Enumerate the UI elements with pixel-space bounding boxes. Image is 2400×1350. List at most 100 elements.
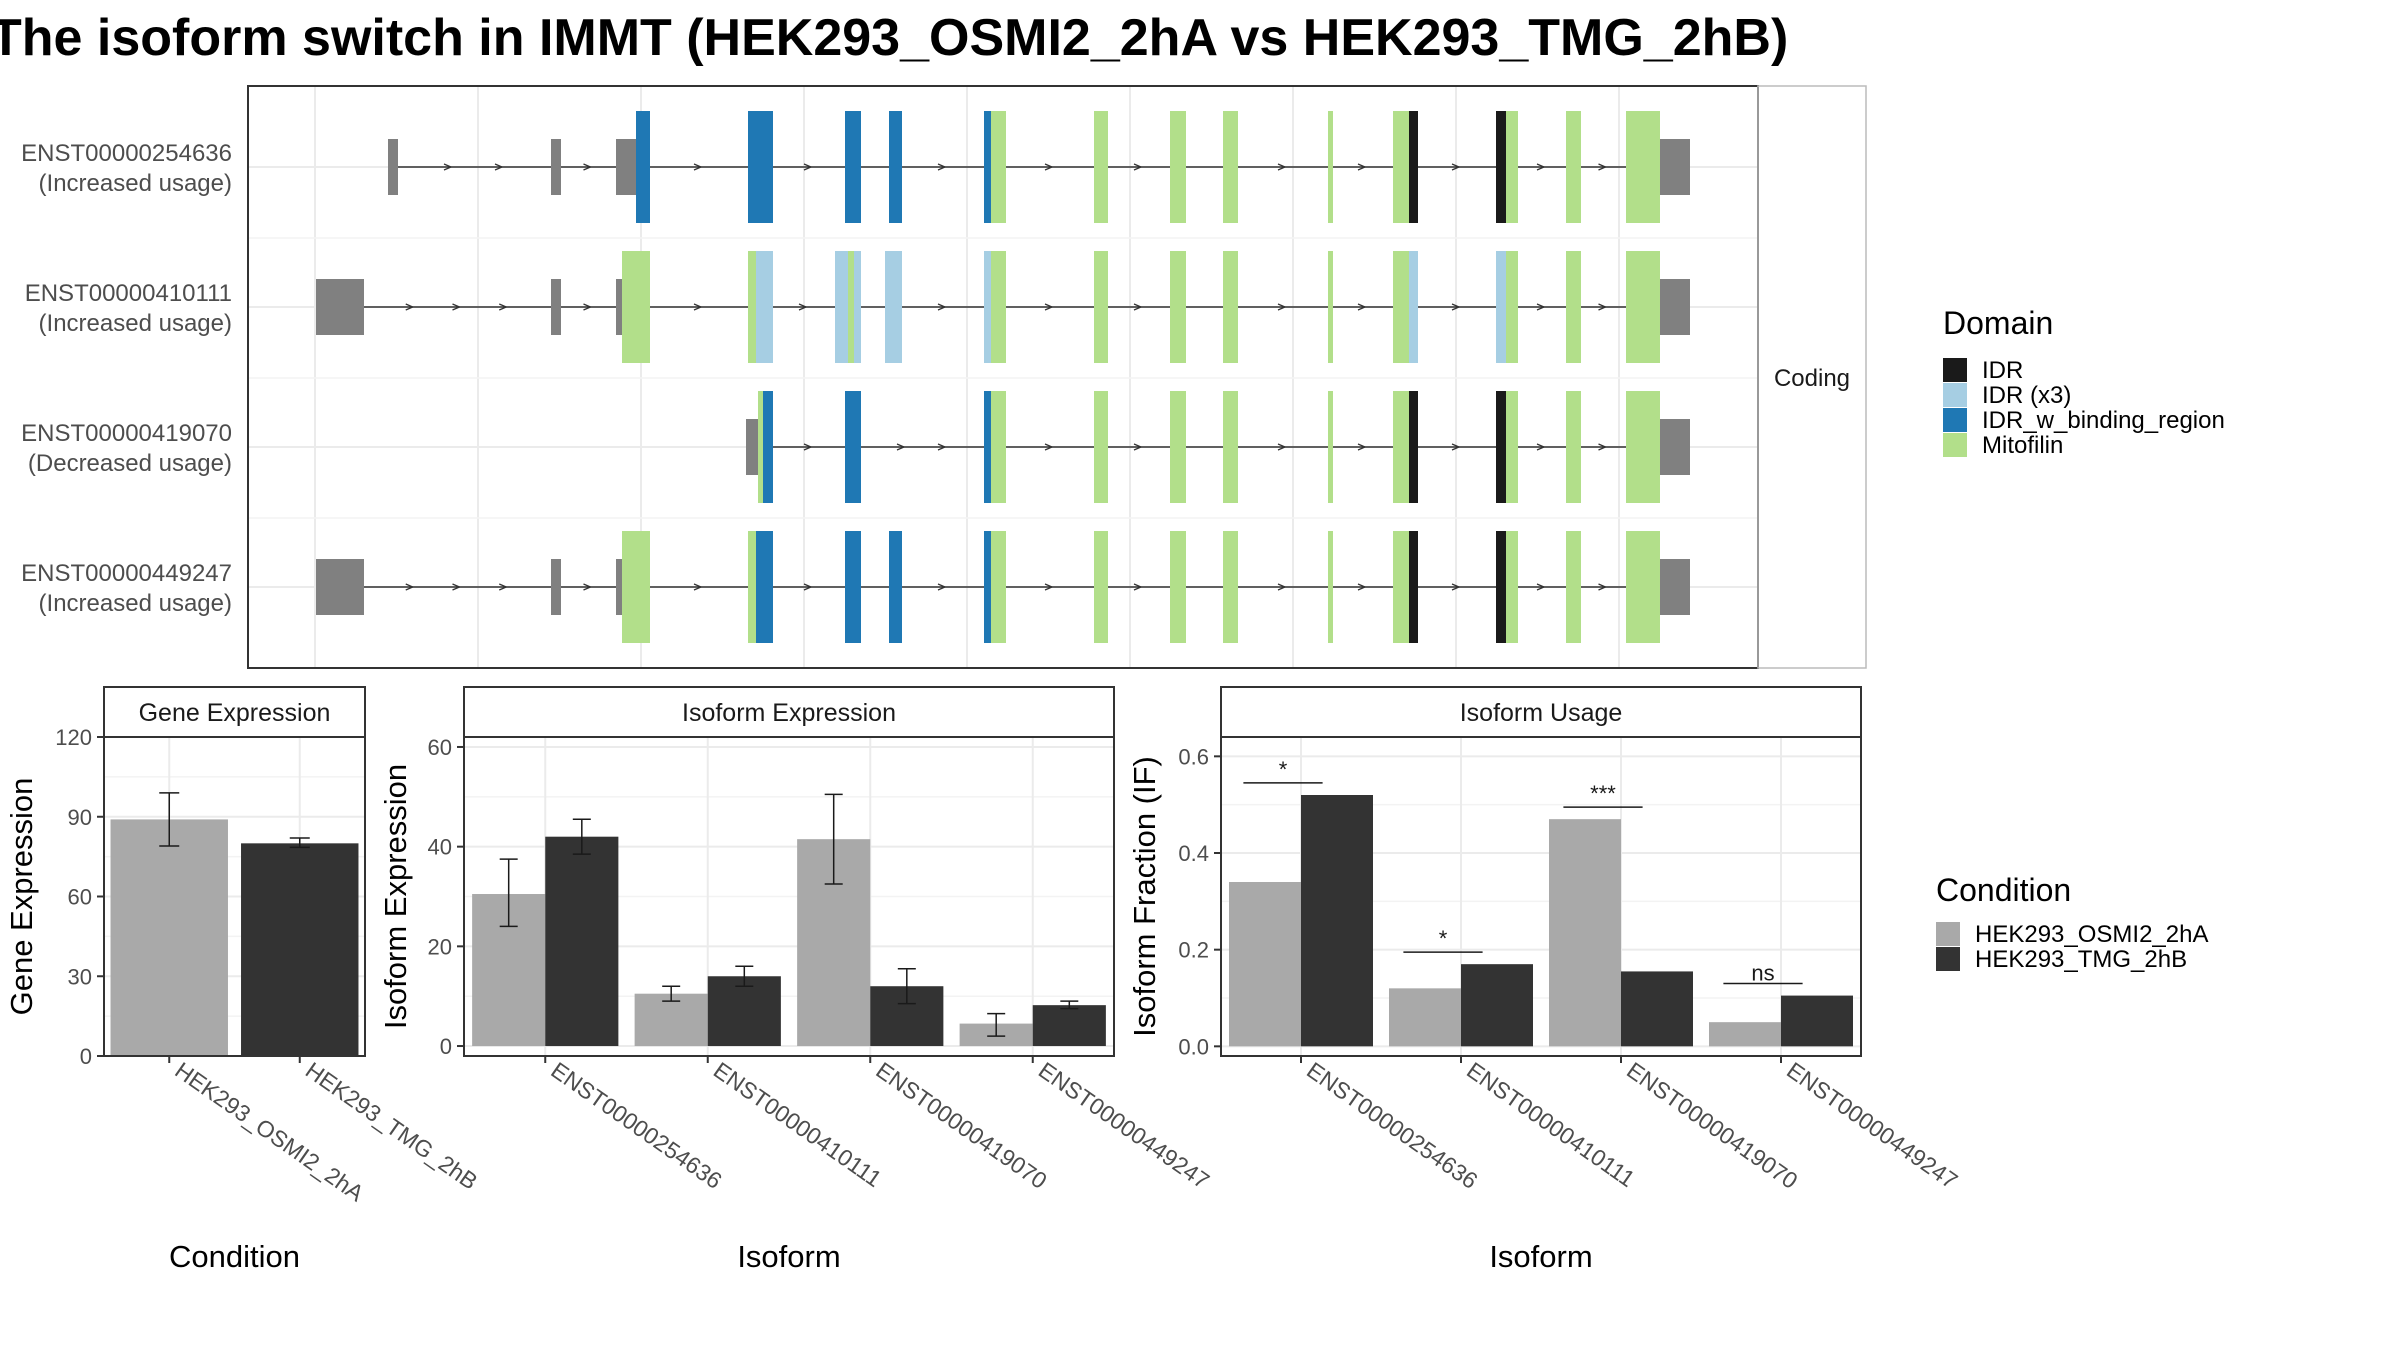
domain-segment-mitofilin [1170,531,1186,643]
domain-segment-idr-w-binding-region [756,531,773,643]
intron-direction-arrow [1451,303,1461,311]
panel-border [103,736,366,1057]
domain-segment-idr-w-binding-region [845,531,861,643]
transcript-label: ENST00000254636 [21,140,232,167]
domain-segment-mitofilin [1170,111,1186,223]
domain-segment-idr-w-binding-region [984,531,991,643]
significance-label: * [1279,757,1288,782]
domain-segment-mitofilin [1566,531,1581,643]
domain-legend-title: Domain [1943,305,2053,341]
domain-legend-label: IDR_w_binding_region [1982,407,2225,434]
intron-direction-arrow [803,443,813,451]
domain-segment-mitofilin [1328,111,1333,223]
intron-direction-arrow [405,583,415,591]
intron-direction-arrow [1357,443,1367,451]
intron-direction-arrow [896,443,906,451]
intron-direction-arrow [1536,583,1546,591]
intron-direction-arrow [798,303,808,311]
domain-segment-mitofilin [758,391,763,503]
utr-exon [316,279,355,335]
domain-segment-idr [1496,111,1506,223]
intron-direction-arrow [1451,583,1461,591]
transcript-ENST00000254636: ENST00000254636 (Increased usage) [21,111,1690,223]
bar-HEK293_TMG_2hB [1461,964,1533,1047]
intron-direction-arrow [803,583,813,591]
domain-segment-mitofilin [1223,531,1238,643]
domain-segment-mitofilin [1094,531,1108,643]
domain-segment-mitofilin [1170,251,1186,363]
domain-segment-mitofilin [1506,391,1518,503]
domain-segment-idr-x3- [885,251,902,363]
x-axis-title: Condition [169,1239,300,1274]
intron-direction-arrow [583,303,593,311]
intron-direction-arrow [693,583,703,591]
domain-segment-mitofilin [1223,111,1238,223]
domain-segment-mitofilin [1393,111,1409,223]
intron-direction-arrow [1357,163,1367,171]
x-tick-label: ENST00000449247 [1782,1057,1962,1194]
transcript-label: ENST00000410111 [25,280,232,307]
domain-segment-mitofilin [1170,391,1186,503]
condition-legend-title: Condition [1936,872,2071,908]
bar-HEK293_TMG_2hB [707,976,781,1047]
bar-HEK293_OSMI2_2hA [1709,1022,1781,1047]
domain-segment-mitofilin [622,251,650,363]
transcript-label: ENST00000419070 [21,420,232,447]
noncoding-exon [616,279,622,335]
intron-direction-arrow [498,583,508,591]
utr-exon [316,559,355,615]
transcript-usage-label: (Increased usage) [39,170,232,197]
y-tick-label: 40 [428,835,452,860]
domain-segment-mitofilin [991,531,1006,643]
transcript-ENST00000419070: ENST00000419070 (Decreased usage) [21,391,1690,503]
domain-segment-mitofilin [1328,251,1333,363]
facet-strip [1757,85,1867,669]
intron-direction-arrow [1598,163,1608,171]
panel-border [463,736,1115,1057]
significance-label: * [1439,926,1448,951]
intron-direction-arrow [693,163,703,171]
noncoding-exon [551,279,561,335]
utr-exon [746,419,758,475]
domain-segment-mitofilin [748,251,756,363]
domain-legend-label: IDR [1982,357,2023,384]
domain-segment-idr [1496,531,1506,643]
intron-direction-arrow [405,303,415,311]
intron-direction-arrow [1277,303,1287,311]
noncoding-exon [551,139,561,195]
intron-direction-arrow [1536,303,1546,311]
x-tick-label: ENST00000419070 [1622,1057,1802,1194]
transcript-label: ENST00000449247 [21,560,232,587]
panel-title: Gene Expression [139,699,331,727]
intron-direction-arrow [1598,303,1608,311]
significance-label: ns [1751,961,1774,986]
panel-strip [463,686,1115,738]
y-tick-label: 30 [68,964,92,989]
bar-HEK293_TMG_2hB [1621,971,1693,1047]
intron-direction-arrow [452,583,462,591]
bar-HEK293_OSMI2_2hA [1549,819,1621,1047]
condition-legend-key [1936,922,1960,946]
domain-segment-mitofilin [991,251,1006,363]
domain-segment-mitofilin [1566,391,1581,503]
domain-segment-idr-w-binding-region [748,111,773,223]
domain-legend-label: IDR (x3) [1982,382,2071,409]
figure-title: The isoform switch in IMMT (HEK293_OSMI2… [0,9,1788,67]
domain-segment-idr-x3- [835,251,848,363]
domain-segment-mitofilin [1506,251,1518,363]
intron-direction-arrow [1357,583,1367,591]
intron-direction-arrow [1133,443,1143,451]
y-axis-title: Isoform Fraction (IF) [1127,756,1162,1037]
bar-HEK293_TMG_2hB [1032,1005,1106,1047]
intron-direction-arrow [693,303,703,311]
intron-direction-arrow [498,303,508,311]
bar-HEK293_OSMI2_2hA [1229,882,1301,1047]
noncoding-exon [616,559,622,615]
y-tick-label: 20 [428,934,452,959]
x-tick-label: ENST00000410111 [709,1057,887,1192]
y-tick-label: 120 [55,725,92,750]
domain-segment-mitofilin [1626,111,1660,223]
domain-segment-mitofilin [991,391,1006,503]
domain-segment-mitofilin [748,531,756,643]
utr-exon [1660,279,1690,335]
